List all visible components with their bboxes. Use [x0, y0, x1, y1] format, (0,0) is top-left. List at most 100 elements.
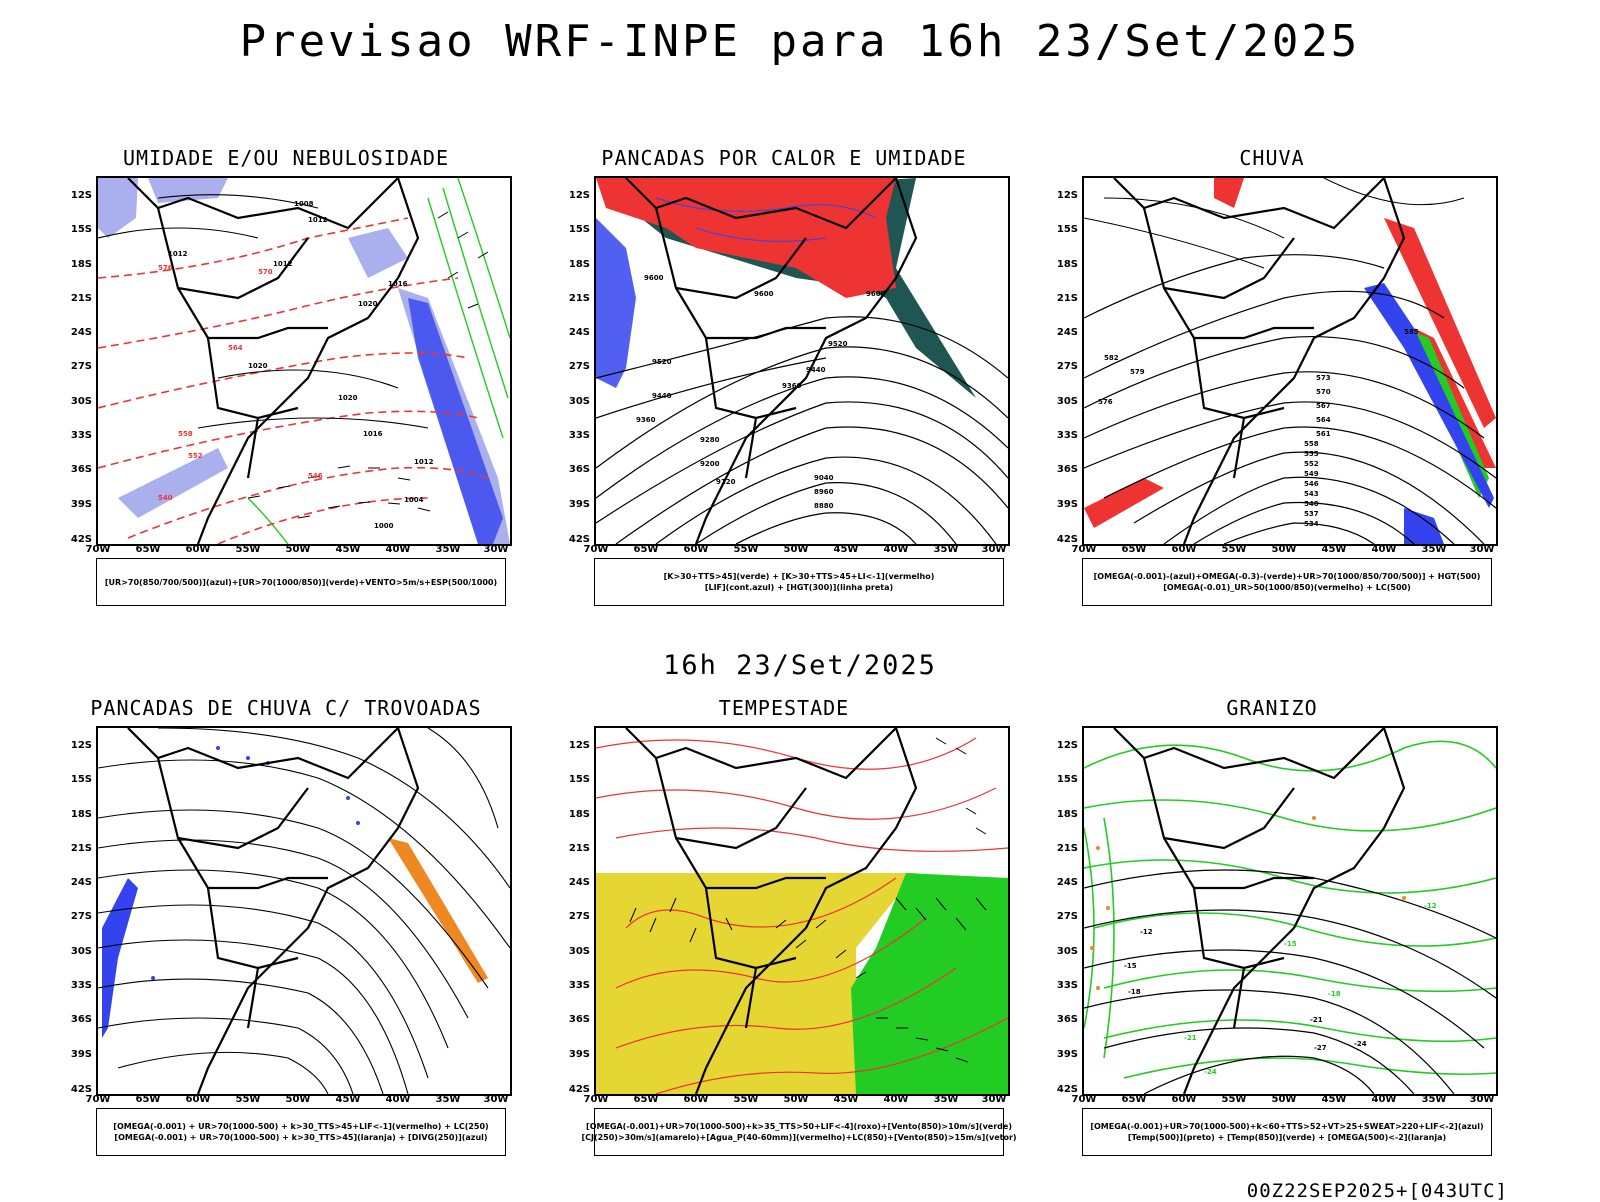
- lat-label: 12S: [1056, 190, 1078, 201]
- lat-label: 30S: [70, 396, 92, 407]
- lon-label: 65W: [633, 1094, 659, 1105]
- lat-label: 33S: [70, 430, 92, 441]
- wind-vector-arrows: [629, 737, 987, 1063]
- borders: [1113, 178, 1406, 544]
- panel-pancadas-calor: PANCADAS POR CALOR E UMIDADE: [564, 146, 1010, 606]
- lat-label: 15S: [568, 224, 590, 235]
- lat-label: 30S: [568, 396, 590, 407]
- legend-granizo: [OMEGA(-0.001)+UR>70(1000-500)+k<60+TTS>…: [1082, 1108, 1492, 1156]
- legend-line: [OMEGA(-0.001)+UR>70(1000-500)+k<60+TTS>…: [1090, 1122, 1484, 1131]
- contour-label: -12: [1140, 928, 1153, 936]
- lat-label: 21S: [1056, 293, 1078, 304]
- contour-label: -15: [1284, 940, 1297, 948]
- lon-label: 35W: [435, 544, 461, 555]
- lat-label: 24S: [70, 327, 92, 338]
- lat-label: 30S: [1056, 946, 1078, 957]
- panel-title: PANCADAS DE CHUVA C/ TROVOADAS: [90, 696, 482, 720]
- hgt-contours: [1084, 254, 1496, 544]
- contour-label: -24: [1354, 1040, 1367, 1048]
- lon-label: 30W: [981, 544, 1007, 555]
- lon-label: 45W: [1321, 544, 1347, 555]
- lat-label: 24S: [1056, 327, 1078, 338]
- contour-label: 567: [1316, 402, 1331, 410]
- lat-label: 27S: [568, 911, 590, 922]
- contour-label: 8960: [814, 488, 834, 496]
- contour-label: 579: [1130, 368, 1145, 376]
- lat-label: 42S: [568, 534, 590, 545]
- lon-label: 60W: [683, 544, 709, 555]
- lat-label: 12S: [568, 190, 590, 201]
- lon-label: 50W: [1271, 1094, 1297, 1105]
- lon-label: 30W: [483, 544, 509, 555]
- contour-label: 1012: [273, 260, 293, 268]
- legend-chuva: [OMEGA(-0.001)-(azul)+OMEGA(-0.3)-(verde…: [1082, 558, 1492, 606]
- contour-label: 9600: [754, 290, 774, 298]
- contour-label: 576: [1098, 398, 1113, 406]
- legend-line: [OMEGA(-0.001)-(azul)+OMEGA(-0.3)-(verde…: [1093, 572, 1481, 581]
- legend-line: [OMEGA(-0.001)+UR>70(1000-500)+k>35_TTS>…: [586, 1122, 1012, 1131]
- lon-label: 60W: [185, 1094, 211, 1105]
- map-canvas-pancadas-calor: 9600 9600 9600 9520 9520 9440 9440 9360 …: [596, 178, 1008, 544]
- lon-label: 40W: [1371, 544, 1397, 555]
- lat-label: 18S: [1056, 259, 1078, 270]
- panel-umidade: UMIDADE E/OU NEBULOSIDADE: [66, 146, 512, 606]
- lon-label: 65W: [1121, 544, 1147, 555]
- lat-label: 27S: [70, 911, 92, 922]
- contour-label: 1008: [294, 200, 314, 208]
- contour-label: 9360: [636, 416, 656, 424]
- lat-label: 15S: [568, 774, 590, 785]
- lat-label: 24S: [70, 877, 92, 888]
- lat-label: 30S: [1056, 396, 1078, 407]
- panel-pancadas-trovoadas: PANCADAS DE CHUVA C/ TROVOADAS: [66, 696, 512, 1156]
- borders: [1113, 728, 1406, 1094]
- contour-label: 1016: [388, 280, 408, 288]
- lat-label: 12S: [70, 190, 92, 201]
- contour-label: 564: [228, 344, 243, 352]
- lon-label: 70W: [583, 1094, 609, 1105]
- lat-label: 36S: [568, 1014, 590, 1025]
- panel-title: PANCADAS POR CALOR E UMIDADE: [601, 146, 967, 170]
- map-granizo: -12 -15 -18 -21 -24 -27 -12 -15 -18 -21 …: [1082, 726, 1498, 1096]
- contour-label: 573: [1316, 374, 1331, 382]
- lat-label: 21S: [568, 843, 590, 854]
- contour-label: 9520: [652, 358, 672, 366]
- contour-label: 1016: [363, 430, 383, 438]
- lat-label: 30S: [568, 946, 590, 957]
- lat-label: 18S: [568, 259, 590, 270]
- panel-tempestade: TEMPESTADE: [564, 696, 1017, 1156]
- main-title: Previsao WRF-INPE para 16h 23/Set/2025: [239, 16, 1361, 67]
- map-umidade: 1008 1012 1012 1012 1016 1020 1020 1020 …: [96, 176, 512, 546]
- lat-label: 15S: [1056, 774, 1078, 785]
- contour-label: -18: [1128, 988, 1141, 996]
- lon-label: 30W: [1469, 1094, 1495, 1105]
- panel-granizo: GRANIZO: [1052, 696, 1498, 1156]
- humidity-blue-core: [408, 298, 503, 544]
- lon-label: 30W: [981, 1094, 1007, 1105]
- contour-label: 543: [1304, 490, 1319, 498]
- lat-label: 15S: [70, 774, 92, 785]
- legend-tempestade: [OMEGA(-0.001)+UR>70(1000-500)+k>35_TTS>…: [581, 1108, 1017, 1156]
- blue-areas: [1364, 283, 1494, 544]
- run-timestamp: 00Z22SEP2025+[043UTC]: [1246, 1180, 1508, 1202]
- contour-labels: 585 582 579 576 573 570 567 564 561 558 …: [1098, 328, 1419, 528]
- lon-label: 70W: [1071, 544, 1097, 555]
- panel-title: TEMPESTADE: [718, 696, 850, 720]
- lon-label: 60W: [683, 1094, 709, 1105]
- contour-labels: 9600 9600 9600 9520 9520 9440 9440 9360 …: [636, 274, 886, 510]
- lon-label: 35W: [435, 1094, 461, 1105]
- lat-label: 24S: [568, 327, 590, 338]
- lat-label: 15S: [1056, 224, 1078, 235]
- green-contours: [1084, 740, 1496, 1079]
- contour-label: 552: [188, 452, 203, 460]
- lat-label: 42S: [1056, 534, 1078, 545]
- map-pancadas-trovoadas: [96, 726, 512, 1096]
- lon-label: 50W: [783, 1094, 809, 1105]
- lat-label: 18S: [70, 259, 92, 270]
- lon-label: 50W: [285, 544, 311, 555]
- lat-label: 30S: [70, 946, 92, 957]
- legend-umidade: [UR>70(850/700/500)](azul)+[UR>70(1000/8…: [96, 558, 506, 606]
- lat-label: 24S: [1056, 877, 1078, 888]
- panel-title: UMIDADE E/OU NEBULOSIDADE: [122, 146, 450, 170]
- contour-label: -21: [1184, 1034, 1197, 1042]
- contour-label: 1012: [308, 216, 328, 224]
